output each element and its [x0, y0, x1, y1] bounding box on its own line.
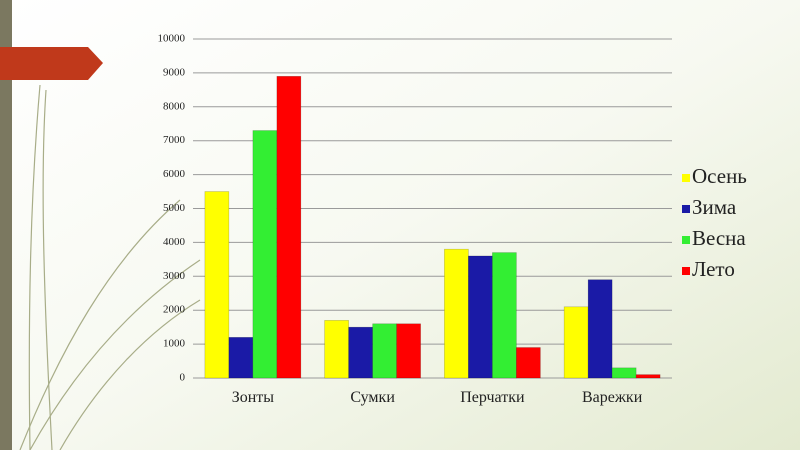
bar: [563, 306, 589, 379]
y-tick-label: 0: [180, 372, 186, 384]
y-tick-label: 4000: [163, 236, 186, 248]
bar: [396, 323, 421, 379]
y-tick-label: 1000: [163, 338, 186, 350]
bar: [204, 191, 230, 379]
bar: [372, 323, 397, 379]
bar: [276, 75, 302, 379]
y-tick-label: 6000: [163, 168, 186, 180]
accent-arrow: [0, 47, 103, 80]
legend-swatch: [682, 205, 690, 213]
y-tick-label: 9000: [163, 66, 186, 78]
bar: [468, 255, 493, 379]
bar: [324, 320, 349, 379]
bar: [444, 248, 469, 379]
legend-swatch: [682, 174, 690, 182]
x-tick-label: Сумки: [350, 389, 395, 406]
bar: [492, 252, 517, 379]
legend-label: Лето: [692, 257, 735, 281]
x-tick-label: Перчатки: [460, 389, 525, 406]
y-tick-label: 10000: [158, 33, 186, 45]
decor-lines: [19, 84, 201, 450]
chart: 0 1000 2000 3000 4000 5000 6000 7000 8000 9000 100…: [158, 33, 747, 406]
bar: [252, 130, 278, 379]
bar: [228, 337, 254, 379]
y-tick-label: 7000: [163, 134, 186, 146]
bar: [611, 367, 637, 379]
legend-label: Весна: [692, 226, 746, 250]
legend-label: Осень: [692, 164, 747, 188]
bar: [516, 347, 541, 379]
y-tick-label: 3000: [163, 270, 186, 282]
x-tick-label: Варежки: [582, 389, 643, 406]
x-tick-label: Зонты: [232, 389, 275, 406]
legend-label: Зима: [692, 195, 737, 219]
y-tick-label: 8000: [163, 100, 186, 112]
y-tick-label: 2000: [163, 304, 186, 316]
bar: [348, 326, 373, 379]
bar: [587, 279, 613, 379]
side-bar: [0, 0, 12, 450]
legend-swatch: [682, 236, 690, 244]
legend-swatch: [682, 267, 690, 275]
y-tick-label: 5000: [163, 202, 186, 214]
bar: [635, 374, 661, 379]
